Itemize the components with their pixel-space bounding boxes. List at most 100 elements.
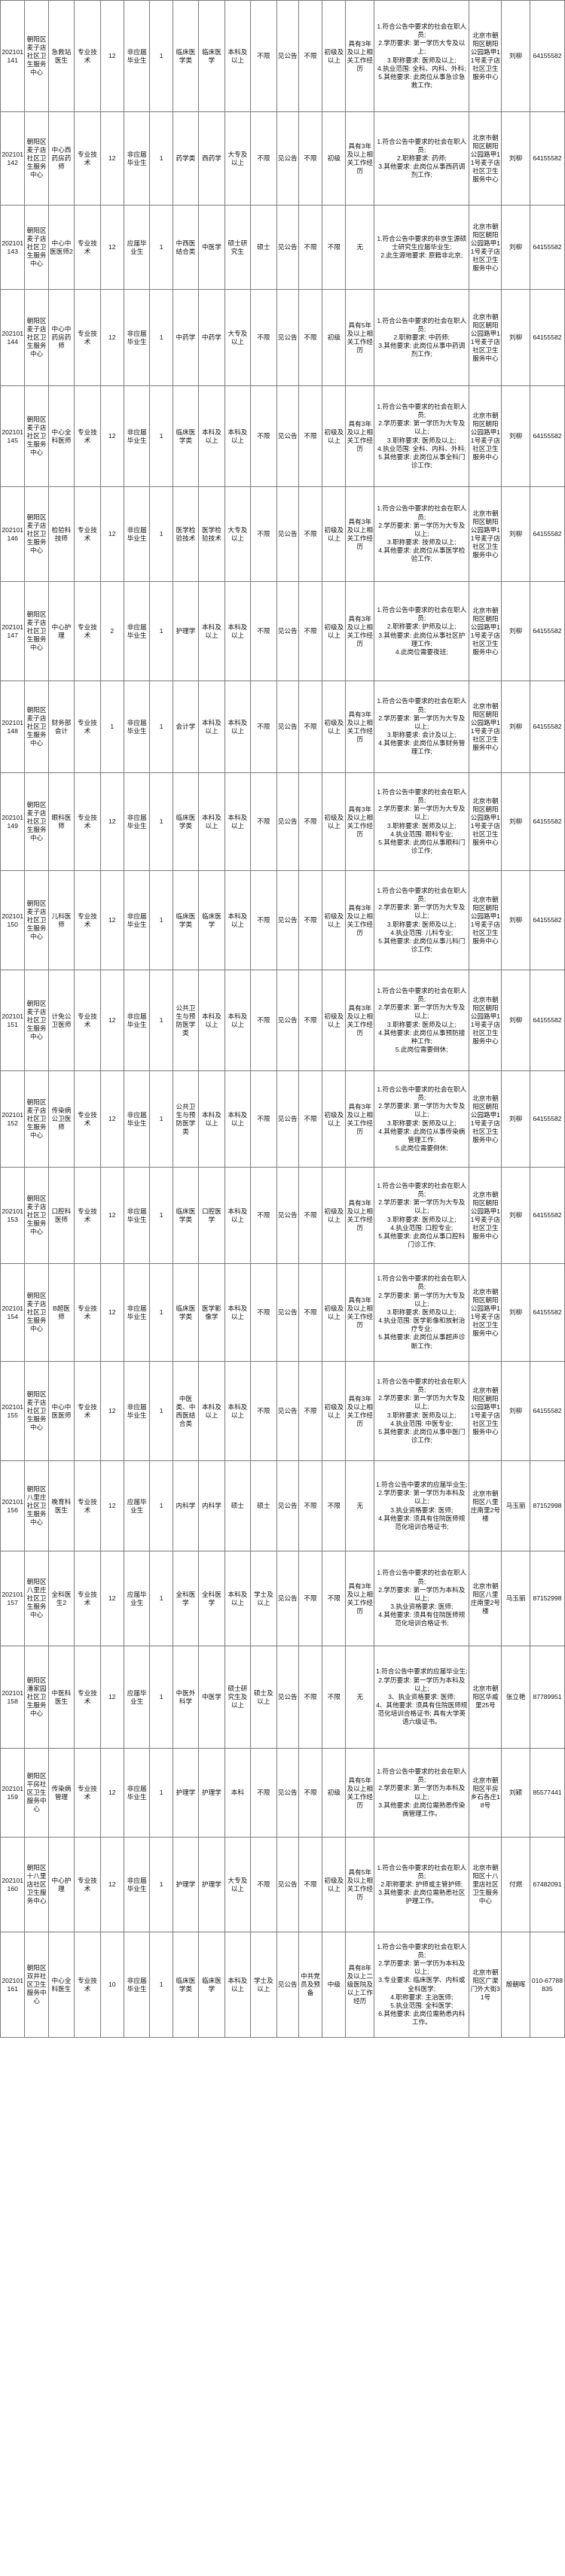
cell-address: 北京市朝阳区朝阳公园路甲11号麦子店社区卫生服务中心	[469, 1263, 502, 1362]
cell-education: 本科及以上	[224, 0, 252, 112]
cell-post-level: 12	[99, 772, 124, 871]
cell-requirements: 1.符合公告中要求的社会在职人员; 2.学历要求: 第一学历为大专及以上; 3.…	[374, 772, 470, 871]
cell-organization: 朝阳区麦子店社区卫生服务中心	[24, 111, 49, 206]
cell-experience: 具有3年及以上相关工作经历	[345, 970, 375, 1071]
cell-post-level: 12	[99, 870, 124, 970]
cell-education: 大专及以上	[224, 111, 252, 206]
cell-major-name: 内科学	[198, 1460, 225, 1551]
cell-experience: 具有3年及以上相关工作经历	[345, 0, 375, 112]
cell-age: 见公告	[276, 1460, 299, 1551]
cell-professional-title: 初级及以上	[322, 1070, 347, 1168]
cell-organization: 朝阳区麦子店社区卫生服务中心	[24, 1167, 49, 1264]
cell-address: 北京市朝阳区朝阳公园路甲11号麦子店社区卫生服务中心	[469, 289, 502, 386]
cell-organization: 朝阳区麦子店社区卫生服务中心	[24, 870, 49, 970]
cell-post-name: B超医师	[47, 1263, 75, 1362]
table-row: 202101153 朝阳区麦子店社区卫生服务中心 口腔科医师 专业技术 12 非应届毕业生…	[0, 1167, 565, 1264]
cell-professional-title: 初级及以上	[322, 772, 347, 871]
cell-headcount: 1	[149, 1646, 173, 1749]
cell-age: 见公告	[276, 870, 299, 970]
cell-target: 非应届毕业生	[123, 1748, 151, 1838]
cell-politics: 不限	[298, 870, 323, 970]
cell-contact-phone: 87152998	[529, 1551, 565, 1646]
cell-target: 应届毕业生	[123, 205, 151, 290]
cell-contact-person: 刘柳	[501, 681, 530, 773]
cell-major-category: 内科学	[172, 1460, 200, 1551]
cell-professional-title: 不限	[322, 1646, 347, 1749]
cell-major-category: 中医外科学	[172, 1646, 200, 1749]
cell-contact-phone: 64155582	[529, 970, 565, 1071]
cell-degree: 硕士及以上	[250, 1646, 277, 1749]
cell-post-category: 专业技术	[74, 581, 101, 681]
cell-contact-phone: 64155582	[529, 486, 565, 582]
cell-post-level: 12	[99, 1551, 124, 1646]
recruitment-table-sheet: 202101141 朝阳区麦子店社区卫生服务中心 急救站医生 专业技术 12 非应届毕业生…	[0, 0, 565, 2038]
cell-politics: 不限	[298, 581, 323, 681]
cell-education: 本科及以上	[224, 1551, 252, 1646]
cell-post-name: 中心中药房药师	[47, 289, 75, 386]
cell-post-category: 专业技术	[74, 1070, 101, 1168]
cell-address: 北京市朝阳区华威里25号	[469, 1646, 502, 1749]
cell-organization: 朝阳区麦子店社区卫生服务中心	[24, 681, 49, 773]
cell-contact-person: 付燃	[501, 1837, 530, 1932]
cell-major-category: 护理学	[172, 581, 200, 681]
cell-code: 202101155	[0, 1361, 26, 1461]
cell-contact-phone: 87789951	[529, 1646, 565, 1749]
cell-politics: 不限	[298, 1646, 323, 1749]
cell-politics: 不限	[298, 1070, 323, 1168]
cell-major-category: 公共卫生与预防医学类	[172, 970, 200, 1071]
cell-degree: 不限	[250, 486, 277, 582]
cell-address: 北京市朝阳区朝阳公园路甲11号麦子店社区卫生服务中心	[469, 0, 502, 112]
cell-headcount: 1	[149, 970, 173, 1071]
cell-contact-person: 刘柳	[501, 385, 530, 487]
cell-degree: 不限	[250, 1837, 277, 1932]
cell-major-name: 本科及以上	[198, 772, 225, 871]
cell-headcount: 1	[149, 0, 173, 112]
cell-post-name: 中心中医医师	[47, 1361, 75, 1461]
cell-contact-person: 刘柳	[501, 205, 530, 290]
cell-experience: 具有3年及以上相关工作经历	[345, 1070, 375, 1168]
cell-education: 硕士研究生及以上	[224, 1646, 252, 1749]
cell-post-level: 10	[99, 1932, 124, 2038]
cell-major-category: 临床医学类	[172, 0, 200, 112]
cell-education: 本科	[224, 1748, 252, 1838]
cell-address: 北京市朝阳区朝阳公园路甲11号麦子店社区卫生服务中心	[469, 205, 502, 290]
cell-post-category: 专业技术	[74, 0, 101, 112]
cell-address: 北京市朝阳区朝阳公园路甲11号麦子店社区卫生服务中心	[469, 1070, 502, 1168]
cell-experience: 具有3年及以上相关工作经历	[345, 1263, 375, 1362]
cell-professional-title: 初级及以上	[322, 1837, 347, 1932]
cell-contact-person: 殷朝晖	[501, 1932, 530, 2038]
cell-post-name: 中心西药房药师	[47, 111, 75, 206]
cell-target: 非应届毕业生	[123, 1932, 151, 2038]
cell-degree: 不限	[250, 111, 277, 206]
cell-contact-person: 刘柳	[501, 1167, 530, 1264]
cell-major-category: 全科医学	[172, 1551, 200, 1646]
cell-experience: 具有3年及以上相关工作经历	[345, 1167, 375, 1264]
cell-code: 202101152	[0, 1070, 26, 1168]
cell-age: 见公告	[276, 486, 299, 582]
cell-education: 本科及以上	[224, 1932, 252, 2038]
cell-contact-person: 刘柳	[501, 1070, 530, 1168]
cell-contact-person: 马玉丽	[501, 1460, 530, 1551]
table-row: 202101151 朝阳区麦子店社区卫生服务中心 计免公卫医师 专业技术 12 非应届毕业…	[0, 970, 565, 1071]
cell-address: 北京市朝阳区朝阳公园路甲11号麦子店社区卫生服务中心	[469, 385, 502, 487]
cell-headcount: 1	[149, 581, 173, 681]
cell-requirements: 1.符合公告中要求的社会在职人员; 2.学历要求: 第一学历为大专及以上; 3.…	[374, 385, 470, 487]
cell-target: 非应届毕业生	[123, 1361, 151, 1461]
cell-code: 202101158	[0, 1646, 26, 1749]
cell-requirements: 1.符合公告中要求的社会在职人员; 2.学历要求: 第一学历为大专及以上; 3.…	[374, 1070, 470, 1168]
cell-degree: 不限	[250, 289, 277, 386]
cell-degree: 不限	[250, 970, 277, 1071]
table-row: 202101154 朝阳区麦子店社区卫生服务中心 B超医师 专业技术 12 非应届毕业生 1…	[0, 1263, 565, 1362]
cell-organization: 朝阳区八里庄社区卫生服务中心	[24, 1551, 49, 1646]
cell-requirements: 1.符合公告中要求的社会在职人员; 2.职称要求: 护师或主管护师; 3.其他要…	[374, 1837, 470, 1932]
cell-code: 202101142	[0, 111, 26, 206]
cell-post-name: 中心中医医师2	[47, 205, 75, 290]
cell-degree: 学士及以上	[250, 1932, 277, 2038]
cell-target: 非应届毕业生	[123, 772, 151, 871]
table-row: 202101160 朝阳区十八里店社区卫生服务中心 中心护理 专业技术 12 非应届毕业生…	[0, 1837, 565, 1932]
cell-professional-title: 初级及以上	[322, 385, 347, 487]
cell-degree: 不限	[250, 385, 277, 487]
table-row: 202101149 朝阳区麦子店社区卫生服务中心 眼科医师 专业技术 12 非应届毕业生 1…	[0, 772, 565, 871]
cell-age: 见公告	[276, 1070, 299, 1168]
cell-address: 北京市朝阳区朝阳公园路甲11号麦子店社区卫生服务中心	[469, 1361, 502, 1461]
